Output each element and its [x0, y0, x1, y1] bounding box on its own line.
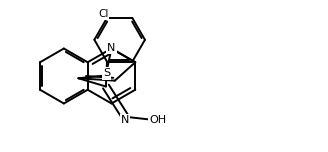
- Text: N: N: [121, 115, 129, 125]
- Text: Cl: Cl: [98, 9, 108, 19]
- Text: S: S: [103, 68, 110, 78]
- Text: N: N: [107, 43, 116, 53]
- Text: OH: OH: [149, 114, 166, 124]
